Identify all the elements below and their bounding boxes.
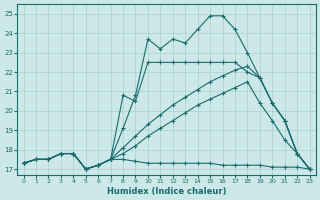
X-axis label: Humidex (Indice chaleur): Humidex (Indice chaleur): [107, 187, 226, 196]
